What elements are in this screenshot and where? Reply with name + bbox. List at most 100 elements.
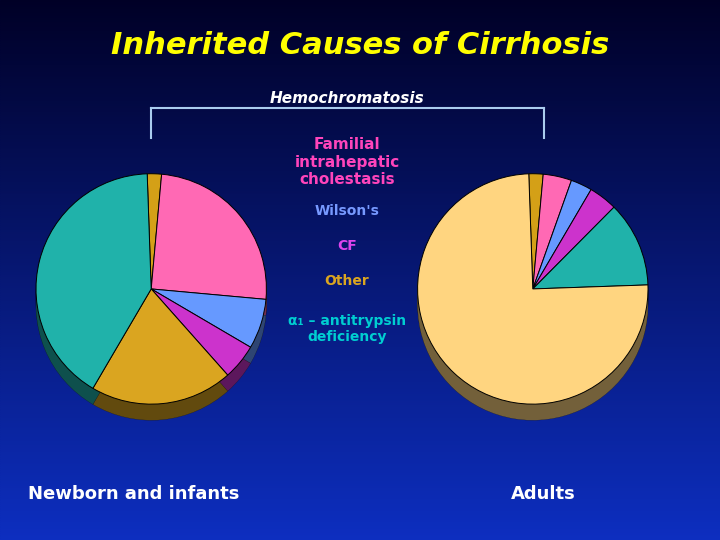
Bar <box>0 218 720 220</box>
Bar <box>0 185 720 187</box>
Wedge shape <box>533 183 591 291</box>
Wedge shape <box>533 204 614 303</box>
Wedge shape <box>533 201 614 300</box>
Wedge shape <box>147 174 162 289</box>
Wedge shape <box>151 296 251 382</box>
Bar <box>0 65 720 66</box>
Bar <box>0 272 720 274</box>
Bar <box>0 518 720 520</box>
Wedge shape <box>36 186 151 401</box>
Bar <box>0 297 720 299</box>
Bar <box>0 482 720 484</box>
Wedge shape <box>151 176 266 301</box>
Bar <box>0 205 720 207</box>
Wedge shape <box>533 192 591 300</box>
Wedge shape <box>418 181 648 411</box>
Bar <box>0 150 720 151</box>
Bar <box>0 511 720 513</box>
Bar <box>0 212 720 214</box>
Bar <box>0 252 720 254</box>
Bar <box>0 308 720 309</box>
Bar <box>0 432 720 434</box>
Wedge shape <box>528 185 544 300</box>
Wedge shape <box>533 183 572 297</box>
Bar <box>0 169 720 171</box>
Bar <box>0 110 720 112</box>
Wedge shape <box>147 185 162 300</box>
Wedge shape <box>93 300 228 416</box>
Bar <box>0 475 720 477</box>
Bar <box>0 502 720 504</box>
Bar <box>0 221 720 223</box>
Wedge shape <box>533 179 572 294</box>
Bar <box>0 220 720 221</box>
Wedge shape <box>151 291 266 349</box>
Bar <box>0 437 720 439</box>
Bar <box>0 344 720 346</box>
Wedge shape <box>528 177 544 292</box>
Wedge shape <box>418 187 648 418</box>
Text: Inherited Causes of Cirrhosis: Inherited Causes of Cirrhosis <box>111 31 609 60</box>
Bar <box>0 139 720 140</box>
Bar <box>0 394 720 396</box>
Bar <box>0 187 720 189</box>
Wedge shape <box>36 180 151 394</box>
Bar <box>0 367 720 369</box>
Bar <box>0 304 720 306</box>
Bar <box>0 356 720 358</box>
Bar <box>0 439 720 441</box>
Bar <box>0 436 720 437</box>
Wedge shape <box>533 180 572 295</box>
Wedge shape <box>151 294 251 380</box>
Bar <box>0 312 720 313</box>
Bar <box>0 281 720 282</box>
Bar <box>0 366 720 367</box>
Wedge shape <box>36 174 151 388</box>
Bar <box>0 146 720 147</box>
Bar <box>0 259 720 261</box>
Bar <box>0 124 720 126</box>
Bar <box>0 36 720 38</box>
Wedge shape <box>533 208 648 290</box>
Wedge shape <box>93 302 228 417</box>
Bar <box>0 455 720 457</box>
Bar <box>0 360 720 362</box>
Bar <box>0 72 720 74</box>
Bar <box>0 112 720 113</box>
Bar <box>0 140 720 142</box>
Bar <box>0 0 720 2</box>
Wedge shape <box>151 304 251 390</box>
Bar <box>0 151 720 153</box>
Bar <box>0 393 720 394</box>
Bar <box>0 265 720 266</box>
Bar <box>0 522 720 524</box>
Wedge shape <box>533 174 572 289</box>
Bar <box>0 495 720 497</box>
Wedge shape <box>533 186 591 295</box>
Bar <box>0 178 720 180</box>
Bar <box>0 309 720 312</box>
Bar <box>0 477 720 479</box>
Wedge shape <box>528 182 544 297</box>
Bar <box>0 2 720 4</box>
Bar <box>0 333 720 335</box>
Bar <box>0 403 720 405</box>
Bar <box>0 389 720 390</box>
Bar <box>0 448 720 450</box>
Bar <box>0 25 720 27</box>
Bar <box>0 441 720 443</box>
Bar <box>0 214 720 216</box>
Bar <box>0 471 720 474</box>
Bar <box>0 270 720 272</box>
Bar <box>0 194 720 196</box>
Wedge shape <box>418 177 648 408</box>
Bar <box>0 396 720 398</box>
Wedge shape <box>418 190 648 420</box>
Bar <box>0 250 720 252</box>
Bar <box>0 77 720 79</box>
Wedge shape <box>533 177 572 291</box>
Wedge shape <box>151 297 266 355</box>
Wedge shape <box>528 187 544 303</box>
Bar <box>0 358 720 360</box>
Bar <box>0 461 720 463</box>
